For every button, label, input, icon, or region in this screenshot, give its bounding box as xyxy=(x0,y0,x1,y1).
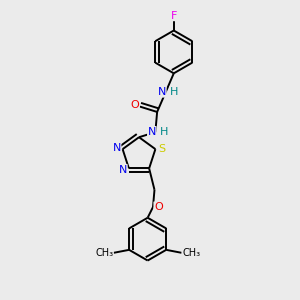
Text: CH₃: CH₃ xyxy=(182,248,200,258)
Text: F: F xyxy=(171,11,177,21)
Text: H: H xyxy=(160,127,168,136)
Text: CH₃: CH₃ xyxy=(95,248,113,258)
Text: H: H xyxy=(169,87,178,97)
Text: N: N xyxy=(112,143,121,153)
Text: N: N xyxy=(148,127,156,136)
Text: O: O xyxy=(130,100,139,110)
Text: N: N xyxy=(119,165,127,175)
Text: N: N xyxy=(158,87,166,97)
Text: S: S xyxy=(158,144,165,154)
Text: O: O xyxy=(154,202,163,212)
